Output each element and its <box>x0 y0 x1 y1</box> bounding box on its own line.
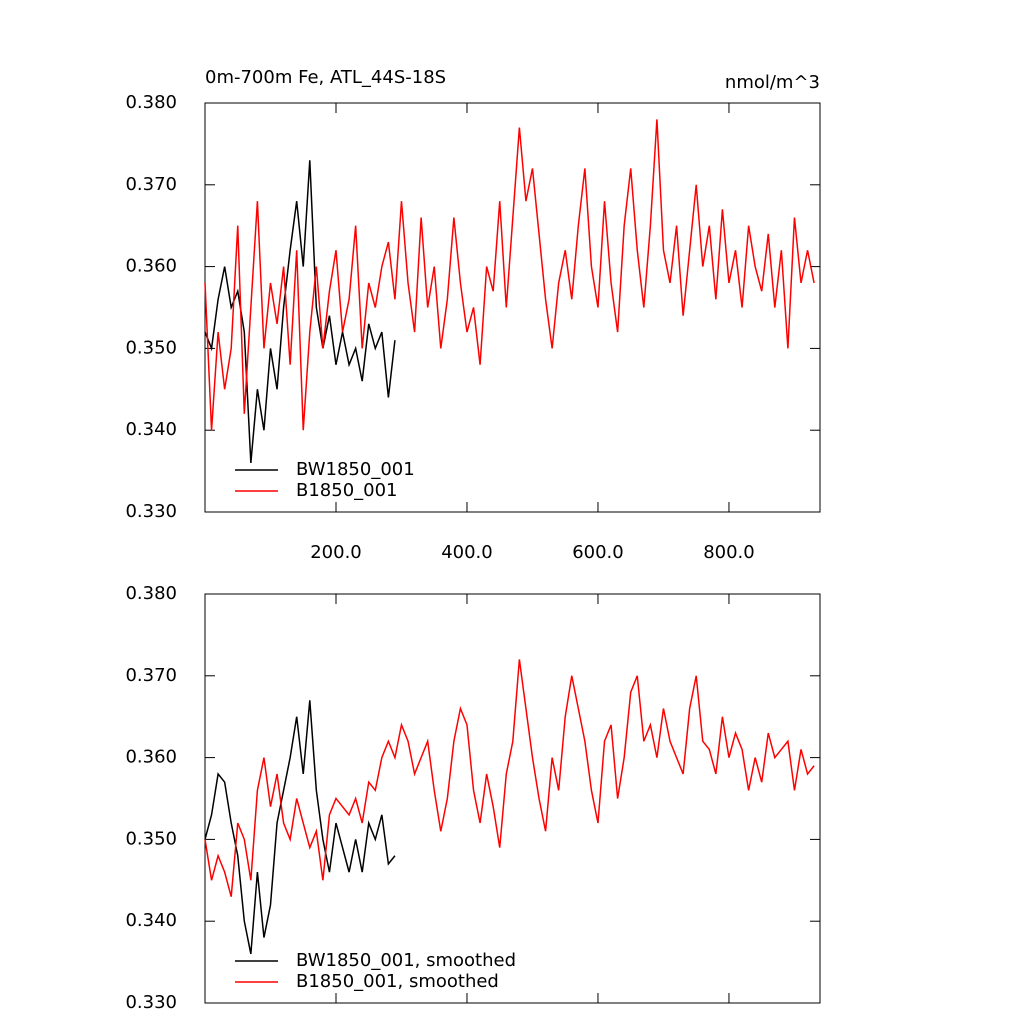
y-tick-label: 0.370 <box>125 665 177 686</box>
y-tick-label: 0.360 <box>125 256 177 277</box>
units-label: nmol/m^3 <box>725 72 820 93</box>
y-tick-label: 0.350 <box>125 337 177 358</box>
x-tick-label: 600.0 <box>572 542 624 563</box>
series-line <box>204 119 815 431</box>
y-tick-label: 0.380 <box>125 583 177 604</box>
plot-frame <box>204 102 821 513</box>
legend-label: BW1850_001 <box>296 459 415 480</box>
y-tick-label: 0.350 <box>125 828 177 849</box>
x-tick-label: 400.0 <box>441 542 493 563</box>
series-line <box>204 160 396 463</box>
y-tick-label: 0.380 <box>125 92 177 113</box>
legend-label: B1850_001 <box>296 480 398 501</box>
series-line <box>204 659 815 897</box>
y-tick-label: 0.330 <box>125 501 177 522</box>
legend-label: BW1850_001, smoothed <box>296 950 516 971</box>
y-tick-label: 0.370 <box>125 174 177 195</box>
chart-title: 0m-700m Fe, ATL_44S-18S <box>205 67 446 88</box>
y-tick-label: 0.330 <box>125 992 177 1013</box>
x-tick-label: 200.0 <box>310 542 362 563</box>
series-line <box>204 700 396 955</box>
plot-frame <box>204 593 821 1004</box>
legend-label: B1850_001, smoothed <box>296 971 499 992</box>
y-tick-label: 0.360 <box>125 747 177 768</box>
y-tick-label: 0.340 <box>125 910 177 931</box>
x-tick-label: 800.0 <box>703 542 755 563</box>
y-tick-label: 0.340 <box>125 419 177 440</box>
